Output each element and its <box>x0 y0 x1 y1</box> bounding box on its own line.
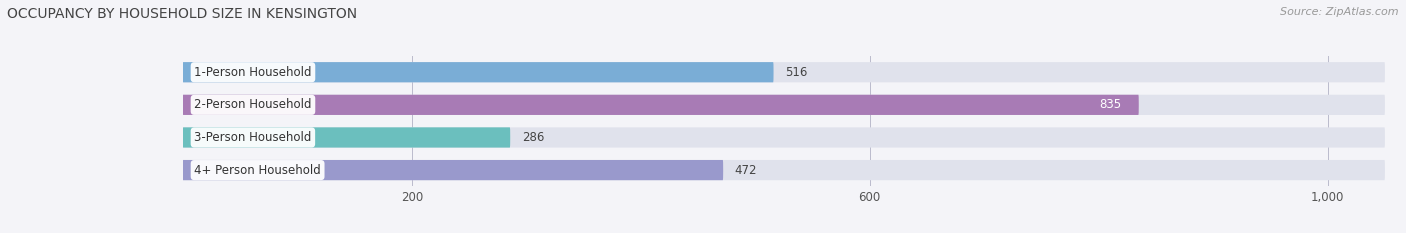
Text: 516: 516 <box>785 66 807 79</box>
FancyBboxPatch shape <box>183 160 723 180</box>
Text: 2-Person Household: 2-Person Household <box>194 98 312 111</box>
Text: 835: 835 <box>1099 98 1122 111</box>
Text: 3-Person Household: 3-Person Household <box>194 131 312 144</box>
FancyBboxPatch shape <box>183 127 510 147</box>
Text: 286: 286 <box>522 131 544 144</box>
Text: OCCUPANCY BY HOUSEHOLD SIZE IN KENSINGTON: OCCUPANCY BY HOUSEHOLD SIZE IN KENSINGTO… <box>7 7 357 21</box>
Text: 1-Person Household: 1-Person Household <box>194 66 312 79</box>
FancyBboxPatch shape <box>183 95 1385 115</box>
FancyBboxPatch shape <box>183 127 1385 147</box>
FancyBboxPatch shape <box>183 62 1385 82</box>
Text: 472: 472 <box>734 164 756 177</box>
FancyBboxPatch shape <box>183 95 1139 115</box>
FancyBboxPatch shape <box>183 160 1385 180</box>
Text: 4+ Person Household: 4+ Person Household <box>194 164 321 177</box>
FancyBboxPatch shape <box>183 62 773 82</box>
Text: Source: ZipAtlas.com: Source: ZipAtlas.com <box>1281 7 1399 17</box>
